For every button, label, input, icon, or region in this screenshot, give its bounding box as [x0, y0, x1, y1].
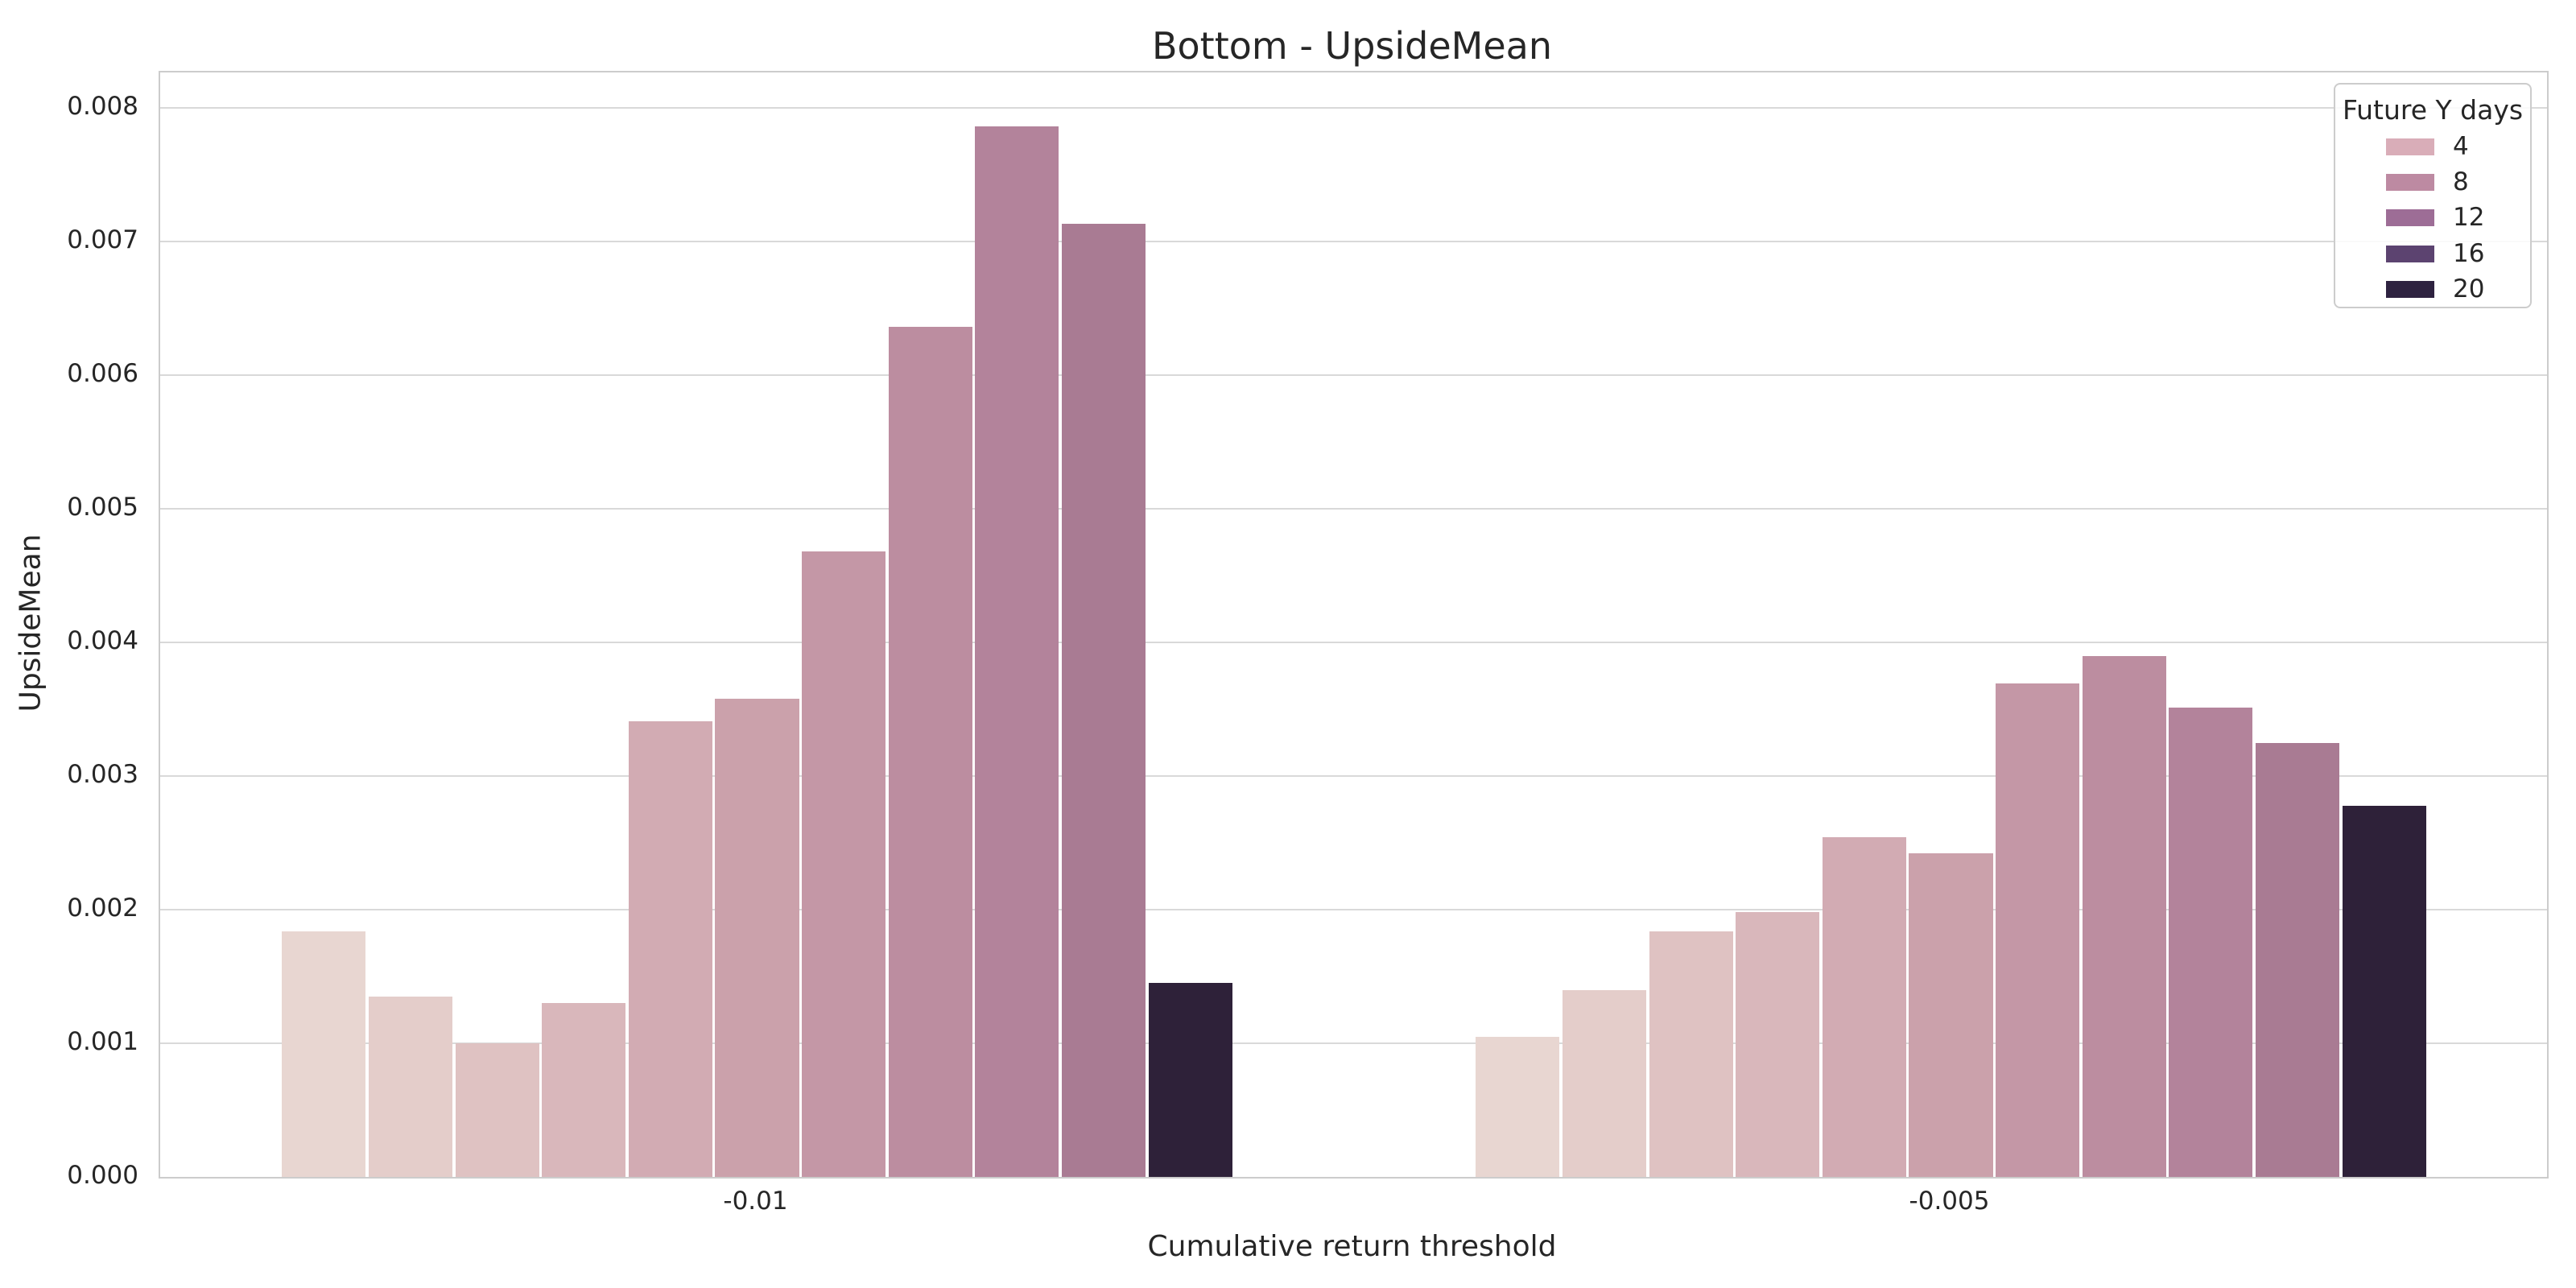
bar: [1562, 989, 1647, 1177]
bar: [1996, 683, 2080, 1177]
legend-entry-label: 8: [2453, 167, 2469, 197]
bar: [2082, 655, 2166, 1177]
y-tick-label: 0.001: [67, 1027, 138, 1056]
legend-swatch: [2386, 280, 2434, 298]
legend-entry-label: 20: [2453, 274, 2485, 303]
y-axis-label: UpsideMean: [14, 534, 47, 712]
legend-entry-label: 12: [2453, 203, 2485, 233]
gridline: [160, 508, 2547, 510]
legend-swatch: [2386, 174, 2434, 192]
bar: [715, 698, 799, 1177]
legend-swatch: [2386, 209, 2434, 227]
legend-entry: 16: [2335, 238, 2530, 268]
x-tick-label: -0.01: [723, 1187, 788, 1216]
gridline: [160, 909, 2547, 910]
bar: [368, 996, 453, 1177]
gridline: [160, 775, 2547, 777]
legend-entry: 8: [2335, 167, 2530, 197]
bar: [802, 551, 886, 1177]
gridline: [160, 241, 2547, 242]
bar: [282, 931, 366, 1177]
legend-entry: 4: [2335, 134, 2530, 159]
bar: [975, 126, 1059, 1177]
y-tick-label: 0.007: [67, 225, 138, 254]
y-tick-label: 0.008: [67, 92, 138, 121]
bar: [888, 327, 972, 1177]
bar: [2169, 708, 2253, 1177]
y-tick-label: 0.000: [67, 1161, 138, 1190]
y-tick-label: 0.003: [67, 760, 138, 789]
bar: [1061, 224, 1146, 1177]
y-tick-label: 0.005: [67, 493, 138, 522]
bar: [1476, 1036, 1560, 1177]
legend-entry: 12: [2335, 203, 2530, 233]
bar: [1649, 931, 1733, 1177]
legend-swatch: [2386, 245, 2434, 262]
bar: [2255, 742, 2340, 1177]
bar: [1822, 837, 1906, 1177]
gridline: [160, 1042, 2547, 1044]
bar: [628, 720, 712, 1177]
legend-swatch: [2386, 138, 2434, 155]
legend-entry: 20: [2335, 274, 2530, 303]
gridline: [160, 642, 2547, 643]
bar: [542, 1003, 626, 1177]
bar: [455, 1043, 539, 1177]
gridline: [160, 107, 2547, 109]
bar: [1736, 912, 1820, 1177]
y-tick-label: 0.004: [67, 626, 138, 655]
legend-entry-label: 4: [2453, 132, 2469, 161]
legend-title: Future Y days: [2342, 94, 2524, 126]
x-tick-label: -0.005: [1909, 1187, 1990, 1216]
legend: Future Y days 4 8 12 16 20: [2334, 83, 2532, 308]
legend-entry-label: 16: [2453, 238, 2485, 268]
chart-title: Bottom - UpsideMean: [1151, 24, 1552, 68]
bar: [1909, 853, 1993, 1177]
bar: [2342, 805, 2426, 1177]
plot-area: [159, 71, 2549, 1179]
gridline: [160, 374, 2547, 376]
y-tick-label: 0.002: [67, 894, 138, 923]
x-axis-label: Cumulative return threshold: [1147, 1230, 1557, 1263]
bar: [1148, 983, 1232, 1177]
y-tick-label: 0.006: [67, 359, 138, 388]
